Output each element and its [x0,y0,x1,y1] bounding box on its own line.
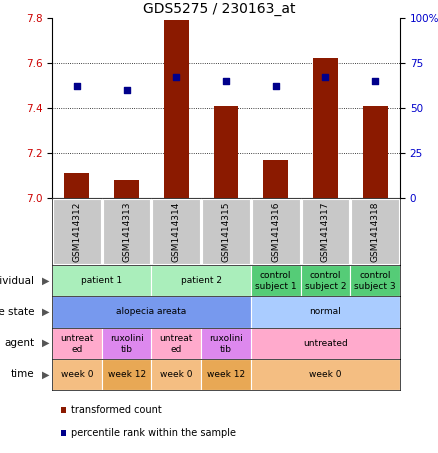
Text: subject 1: subject 1 [255,282,297,291]
Point [123,87,130,94]
Text: GSM1414312: GSM1414312 [72,201,81,262]
Bar [214,106,238,198]
Text: week 12: week 12 [107,370,145,379]
Bar [251,359,400,390]
Text: GSM1414315: GSM1414315 [222,201,230,262]
Bar [102,328,152,359]
Text: subject 2: subject 2 [305,282,346,291]
Text: normal: normal [310,308,341,316]
Text: ed: ed [170,345,182,354]
Bar [251,265,300,296]
Text: ed: ed [71,345,82,354]
Text: tib: tib [220,345,232,354]
Point [173,74,180,81]
Text: control: control [260,271,291,280]
Text: ruxolini: ruxolini [110,334,144,343]
Text: tib: tib [120,345,133,354]
Bar [302,199,349,264]
Text: GDS5275 / 230163_at: GDS5275 / 230163_at [143,2,295,16]
Bar [114,180,139,198]
Point [371,77,378,85]
Bar [251,296,400,328]
Bar [202,199,250,264]
Bar [164,20,189,198]
Text: ▶: ▶ [42,369,49,379]
Bar [152,265,251,296]
Text: untreat: untreat [60,334,94,343]
Text: transformed count: transformed count [71,405,161,415]
Text: control: control [310,271,341,280]
Bar [363,106,388,198]
Text: week 0: week 0 [309,370,342,379]
Point [322,74,329,81]
Text: patient 2: patient 2 [180,276,222,285]
Bar [313,58,338,198]
Text: week 12: week 12 [207,370,245,379]
Bar [102,199,150,264]
Bar [52,265,152,296]
Text: ▶: ▶ [42,338,49,348]
Bar [263,160,288,198]
Bar [252,199,300,264]
Text: ruxolini: ruxolini [209,334,243,343]
Text: time: time [11,369,35,379]
Text: agent: agent [4,338,35,348]
Point [73,83,80,90]
Text: week 0: week 0 [160,370,193,379]
Text: alopecia areata: alopecia areata [117,308,187,316]
Bar [251,328,400,359]
Bar [52,328,102,359]
Bar [52,296,251,328]
Bar [152,199,200,264]
Bar [201,328,251,359]
Text: control: control [360,271,391,280]
Text: GSM1414316: GSM1414316 [271,201,280,262]
Text: GSM1414314: GSM1414314 [172,201,181,262]
Bar [102,359,152,390]
Text: ▶: ▶ [42,275,49,286]
Text: ▶: ▶ [42,307,49,317]
Bar [201,359,251,390]
Text: subject 3: subject 3 [354,282,396,291]
Text: disease state: disease state [0,307,35,317]
Text: GSM1414313: GSM1414313 [122,201,131,262]
Bar [152,359,201,390]
Text: GSM1414318: GSM1414318 [371,201,380,262]
Text: percentile rank within the sample: percentile rank within the sample [71,428,236,438]
Bar [351,199,399,264]
Bar [64,173,89,198]
Bar [53,199,101,264]
Bar [52,359,102,390]
Bar [152,328,201,359]
Bar [350,265,400,296]
Text: individual: individual [0,275,35,286]
Text: untreat: untreat [159,334,193,343]
Text: week 0: week 0 [60,370,93,379]
Point [272,83,279,90]
Text: patient 1: patient 1 [81,276,122,285]
Bar [300,265,350,296]
Text: GSM1414317: GSM1414317 [321,201,330,262]
Text: untreated: untreated [303,339,348,347]
Point [223,77,230,85]
